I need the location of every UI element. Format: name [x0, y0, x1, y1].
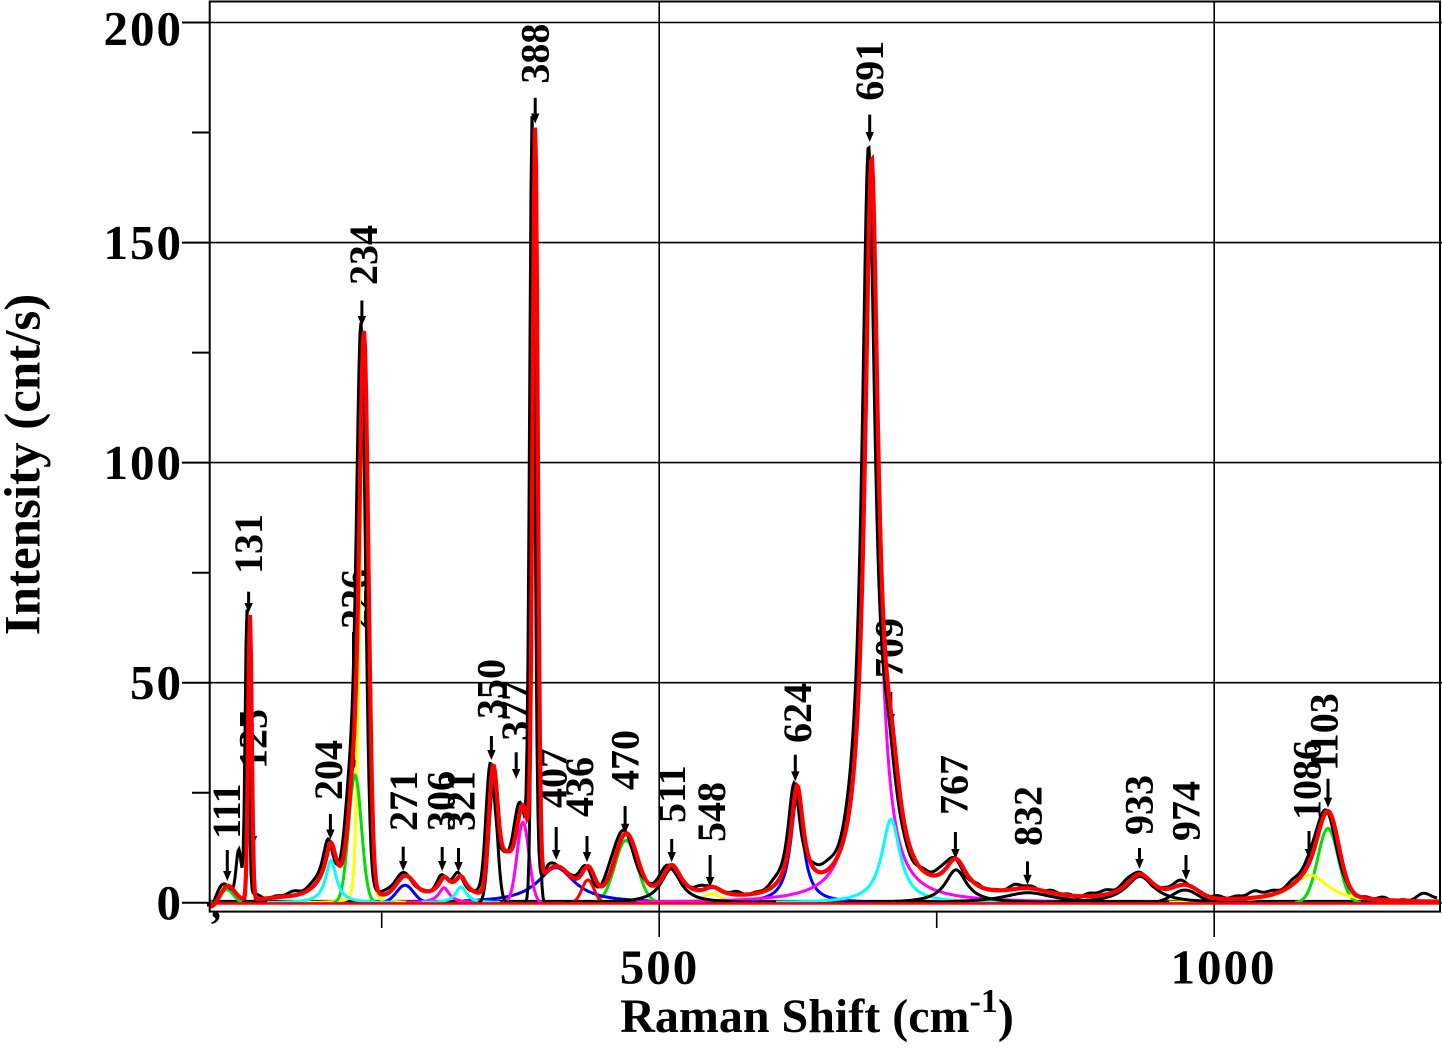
svg-text:321: 321	[438, 771, 483, 831]
svg-text:204: 204	[306, 740, 351, 800]
svg-text:306: 306	[419, 771, 464, 831]
svg-text:Intensity (cnt/s): Intensity (cnt/s)	[0, 294, 52, 635]
svg-text:691: 691	[847, 41, 892, 101]
svg-text:131: 131	[226, 514, 271, 574]
svg-text:974: 974	[1164, 781, 1209, 841]
svg-text:1000: 1000	[1171, 940, 1277, 995]
svg-text:767: 767	[932, 755, 977, 815]
svg-text:1086: 1086	[1285, 740, 1330, 820]
svg-text:0: 0	[157, 875, 184, 930]
svg-text:624: 624	[775, 683, 820, 743]
svg-text:100: 100	[104, 435, 184, 490]
svg-text:388: 388	[512, 24, 557, 84]
svg-text:548: 548	[689, 782, 734, 842]
svg-text:350: 350	[468, 659, 513, 719]
svg-text:271: 271	[381, 771, 426, 831]
svg-text:150: 150	[104, 215, 184, 270]
svg-text:,: ,	[211, 882, 221, 927]
svg-text:500: 500	[620, 940, 700, 995]
svg-text:511: 511	[649, 765, 694, 823]
svg-text:709: 709	[866, 618, 911, 678]
svg-text:436: 436	[557, 757, 602, 817]
svg-text:50: 50	[130, 655, 183, 710]
svg-text:Raman Shift (cm-1): Raman Shift (cm-1)	[620, 983, 1014, 1043]
svg-text:933: 933	[1117, 775, 1162, 835]
svg-text:111: 111	[204, 783, 249, 839]
svg-text:832: 832	[1005, 786, 1050, 846]
svg-text:470: 470	[603, 730, 648, 790]
svg-text:234: 234	[341, 225, 386, 285]
svg-text:200: 200	[104, 1, 184, 56]
svg-text:1103: 1103	[1301, 693, 1346, 771]
